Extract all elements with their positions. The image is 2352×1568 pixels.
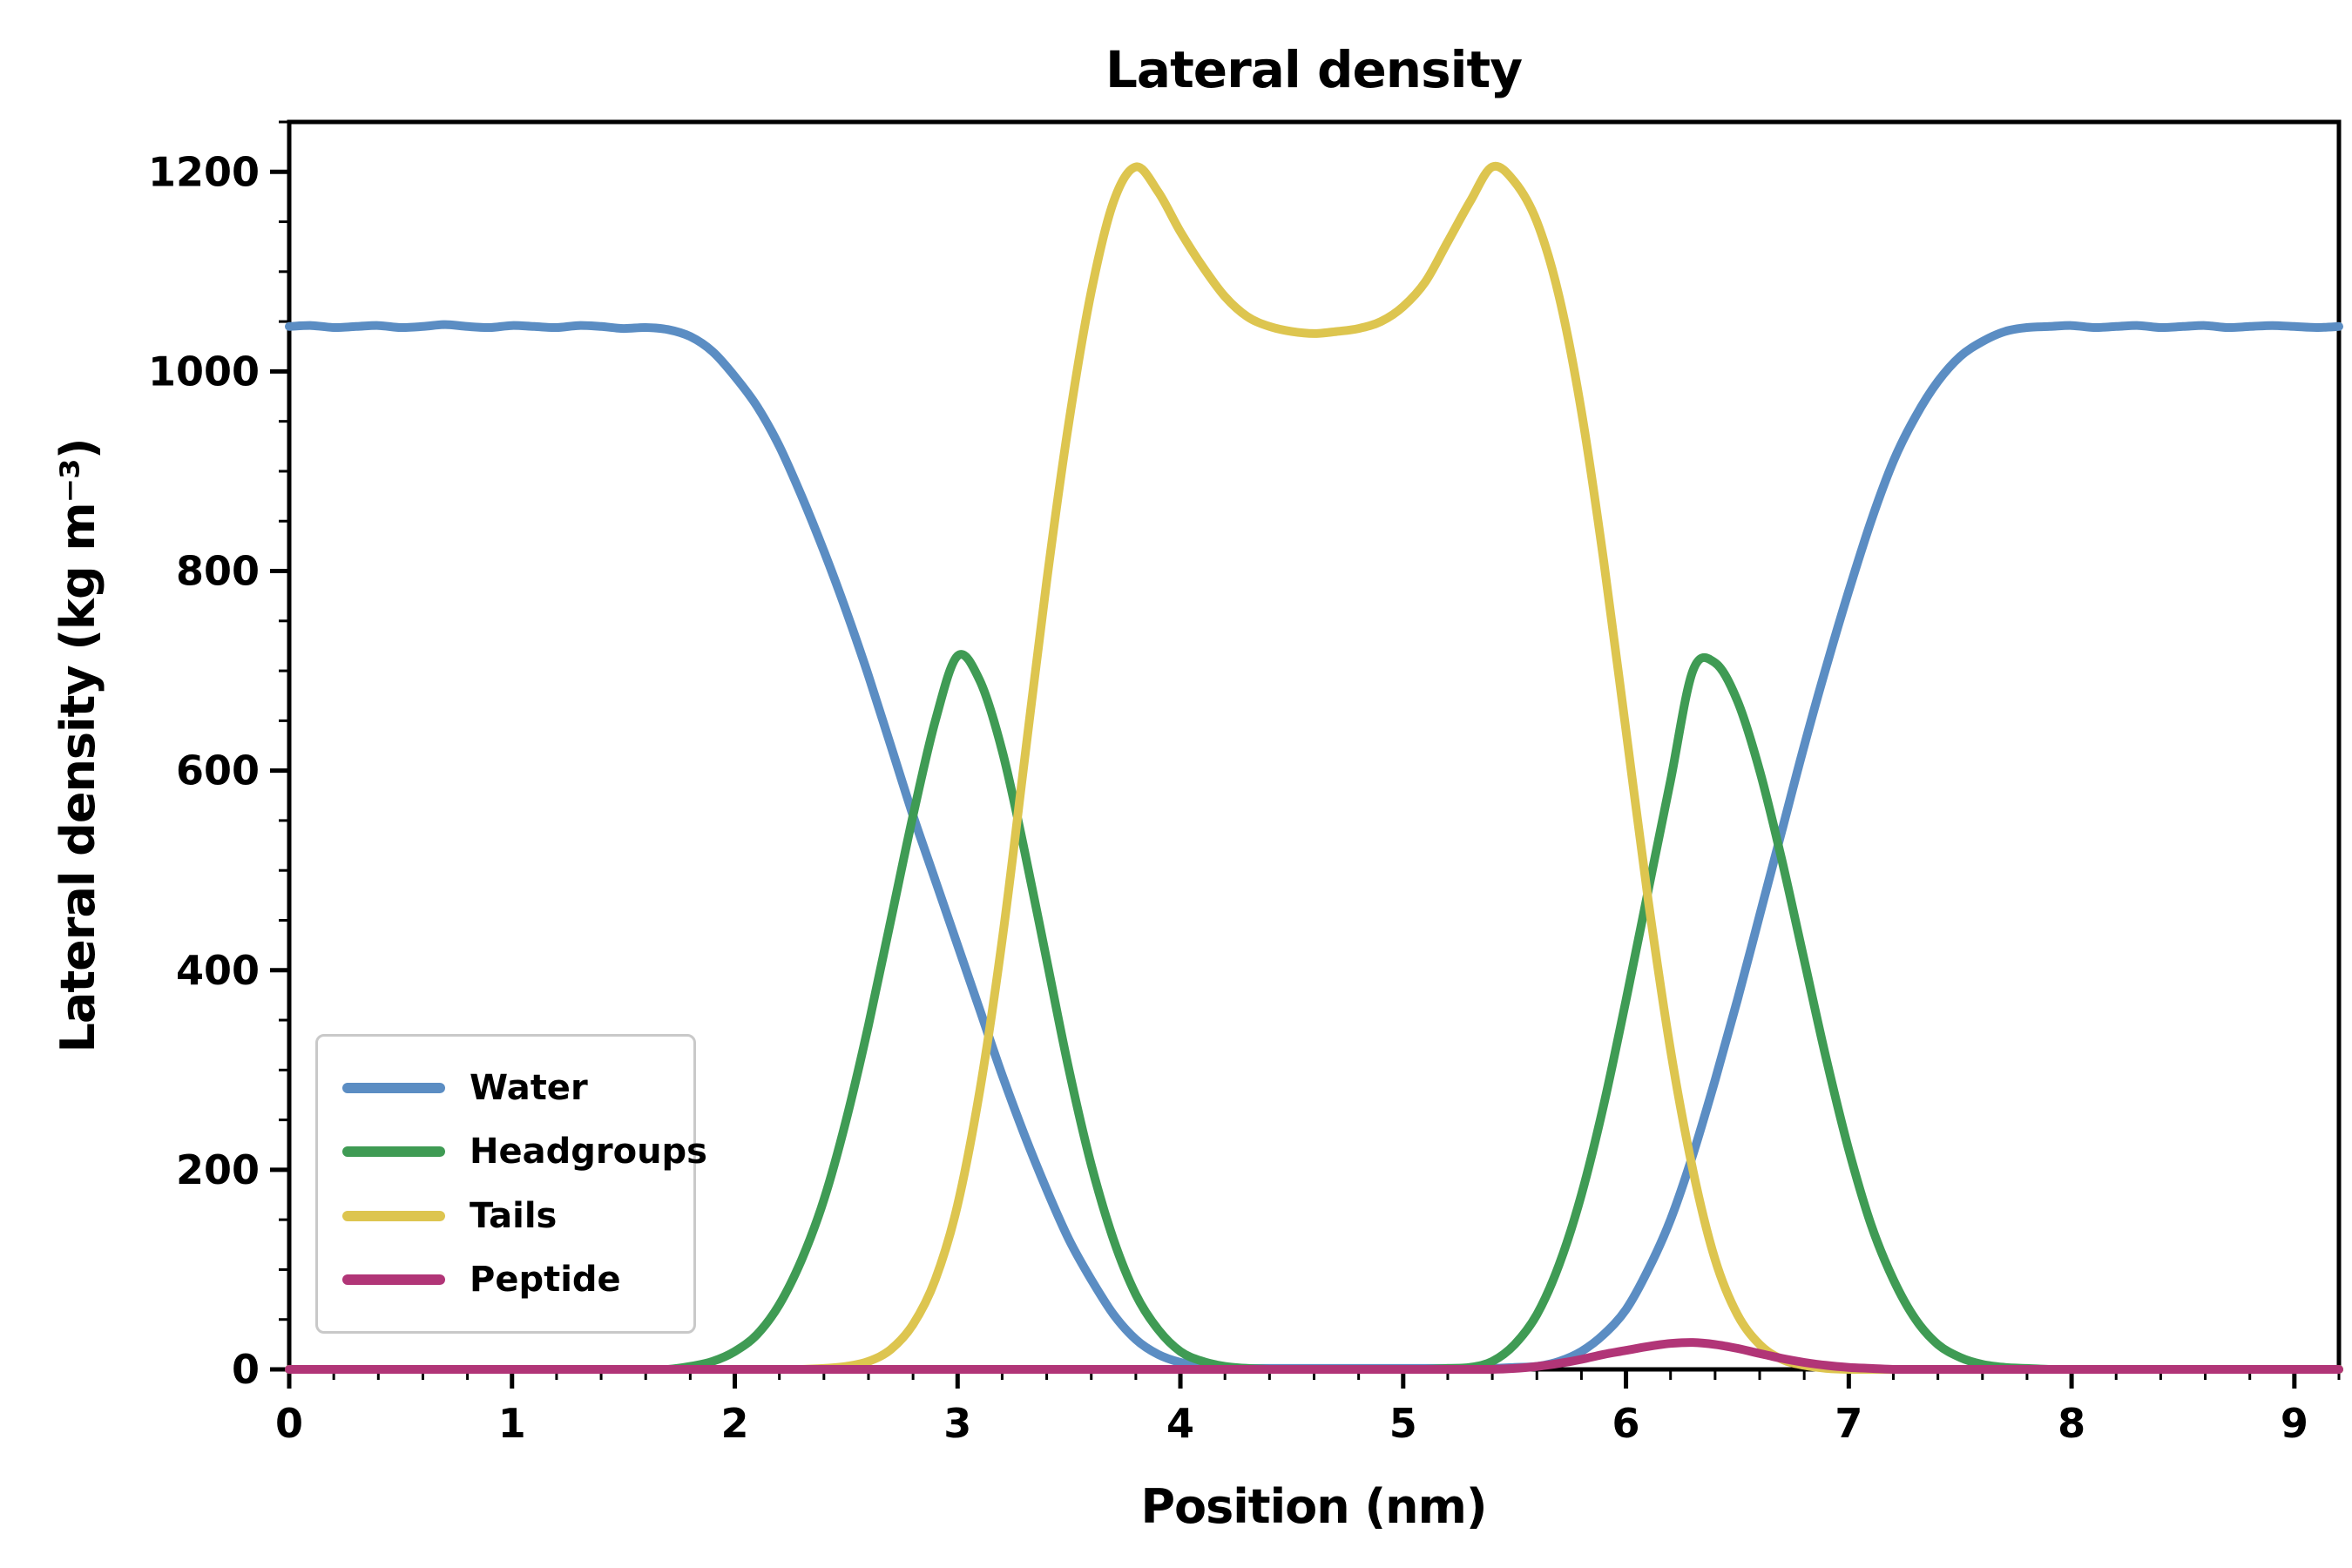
legend-item-headgroups: Headgroups: [342, 1132, 707, 1172]
legend-label-headgroups: Headgroups: [470, 1132, 707, 1173]
legend-label-peptide: Peptide: [470, 1260, 621, 1301]
y-tick-label: 1000: [148, 348, 260, 395]
chart-title: Lateral density: [1105, 40, 1522, 99]
legend-swatch-tails: [342, 1210, 445, 1221]
y-tick-label: 600: [176, 747, 260, 794]
y-tick-label: 0: [232, 1346, 260, 1393]
x-tick-label: 8: [2058, 1400, 2085, 1447]
y-axis-label: Lateral density (kg m⁻³): [51, 439, 105, 1053]
series-lines: [285, 161, 2343, 1374]
y-tick-label: 200: [176, 1146, 260, 1193]
legend-item-tails: Tails: [342, 1196, 685, 1236]
legend: Water Headgroups Tails Peptide: [315, 1034, 707, 1334]
legend-item-water: Water: [342, 1068, 685, 1108]
legend-label-water: Water: [470, 1067, 588, 1108]
x-tick-label: 0: [275, 1400, 303, 1447]
x-axis-label: Position (nm): [1140, 1479, 1486, 1534]
x-tick-label: 4: [1166, 1400, 1194, 1447]
legend-label-tails: Tails: [470, 1195, 558, 1236]
x-tick-label: 9: [2281, 1400, 2308, 1447]
y-tick-label: 800: [176, 548, 260, 595]
x-tick-label: 2: [721, 1400, 749, 1447]
legend-swatch-headgroups: [342, 1146, 445, 1158]
x-tick-label: 7: [1835, 1400, 1862, 1447]
legend-swatch-peptide: [342, 1274, 445, 1286]
x-tick-label: 1: [498, 1400, 526, 1447]
x-tick-label: 3: [943, 1400, 971, 1447]
y-tick-label: 1200: [148, 148, 260, 195]
series-line-peptide: [285, 1338, 2343, 1374]
x-tick-label: 6: [1612, 1400, 1640, 1447]
y-tick-label: 400: [176, 947, 260, 994]
legend-swatch-water: [342, 1082, 445, 1093]
x-tick-label: 5: [1389, 1400, 1417, 1447]
legend-item-peptide: Peptide: [342, 1260, 685, 1300]
